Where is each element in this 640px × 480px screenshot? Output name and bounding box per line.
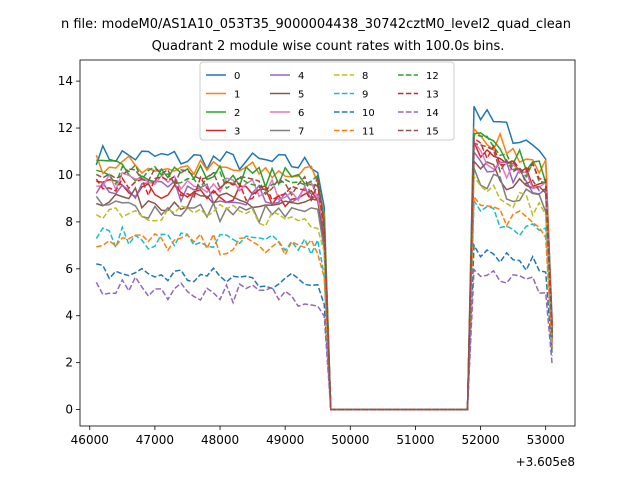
legend-label-2: 2 xyxy=(234,108,240,119)
series-line-2 xyxy=(96,132,553,411)
series-line-10 xyxy=(96,242,553,411)
y-axis: 0 2 4 6 8 10 12 14 xyxy=(58,74,80,417)
x-tick-label: 49000 xyxy=(266,433,304,447)
series-line-11 xyxy=(96,194,553,411)
plot-frame xyxy=(79,59,576,427)
series-line-14 xyxy=(95,267,553,411)
legend-label-11: 11 xyxy=(362,127,375,138)
series-line-0 xyxy=(95,105,553,411)
legend-label-9: 9 xyxy=(362,90,368,101)
legend-label-5: 5 xyxy=(298,90,304,101)
chart-title: Quadrant 2 module wise count rates with … xyxy=(152,39,505,54)
series-line-15 xyxy=(95,142,553,411)
legend-label-12: 12 xyxy=(426,71,439,82)
legend-label-14: 14 xyxy=(426,108,439,119)
y-tick-label: 2 xyxy=(65,356,73,370)
y-tick-label: 0 xyxy=(65,403,73,417)
x-tick-label: 47000 xyxy=(136,433,174,447)
figure-suptitle: n file: modeM0/AS1A10_053T35_9000004438_… xyxy=(61,17,571,32)
x-axis: 46000 47000 48000 49000 50000 51000 52000 53000 xyxy=(71,426,565,447)
y-tick-label: 6 xyxy=(65,262,73,276)
x-tick-label: 52000 xyxy=(461,433,499,447)
legend-label-15: 15 xyxy=(426,127,439,138)
x-tick-label: 46000 xyxy=(71,433,109,447)
y-tick-label: 8 xyxy=(65,215,73,229)
y-tick-label: 4 xyxy=(65,309,73,323)
legend-label-10: 10 xyxy=(362,108,375,119)
series-line-12 xyxy=(96,133,553,411)
x-tick-label: 51000 xyxy=(396,433,434,447)
y-tick-label: 10 xyxy=(58,168,73,182)
x-tick-label: 50000 xyxy=(331,433,369,447)
legend-label-1: 1 xyxy=(234,90,240,101)
legend-label-13: 13 xyxy=(426,90,439,101)
plot-area xyxy=(79,59,576,427)
y-tick-label: 14 xyxy=(58,74,73,88)
x-tick-label: 53000 xyxy=(527,433,565,447)
x-axis-offset-label: +3.605e8 xyxy=(516,455,575,469)
legend-box xyxy=(199,61,455,141)
series-line-8 xyxy=(95,174,553,411)
y-tick-label: 12 xyxy=(58,121,73,135)
x-tick-label: 48000 xyxy=(201,433,239,447)
legend-label-3: 3 xyxy=(234,127,240,138)
legend-label-8: 8 xyxy=(362,71,368,82)
legend-label-6: 6 xyxy=(298,108,304,119)
legend-label-7: 7 xyxy=(298,127,304,138)
legend-label-0: 0 xyxy=(234,71,240,82)
legend-label-4: 4 xyxy=(298,71,304,82)
